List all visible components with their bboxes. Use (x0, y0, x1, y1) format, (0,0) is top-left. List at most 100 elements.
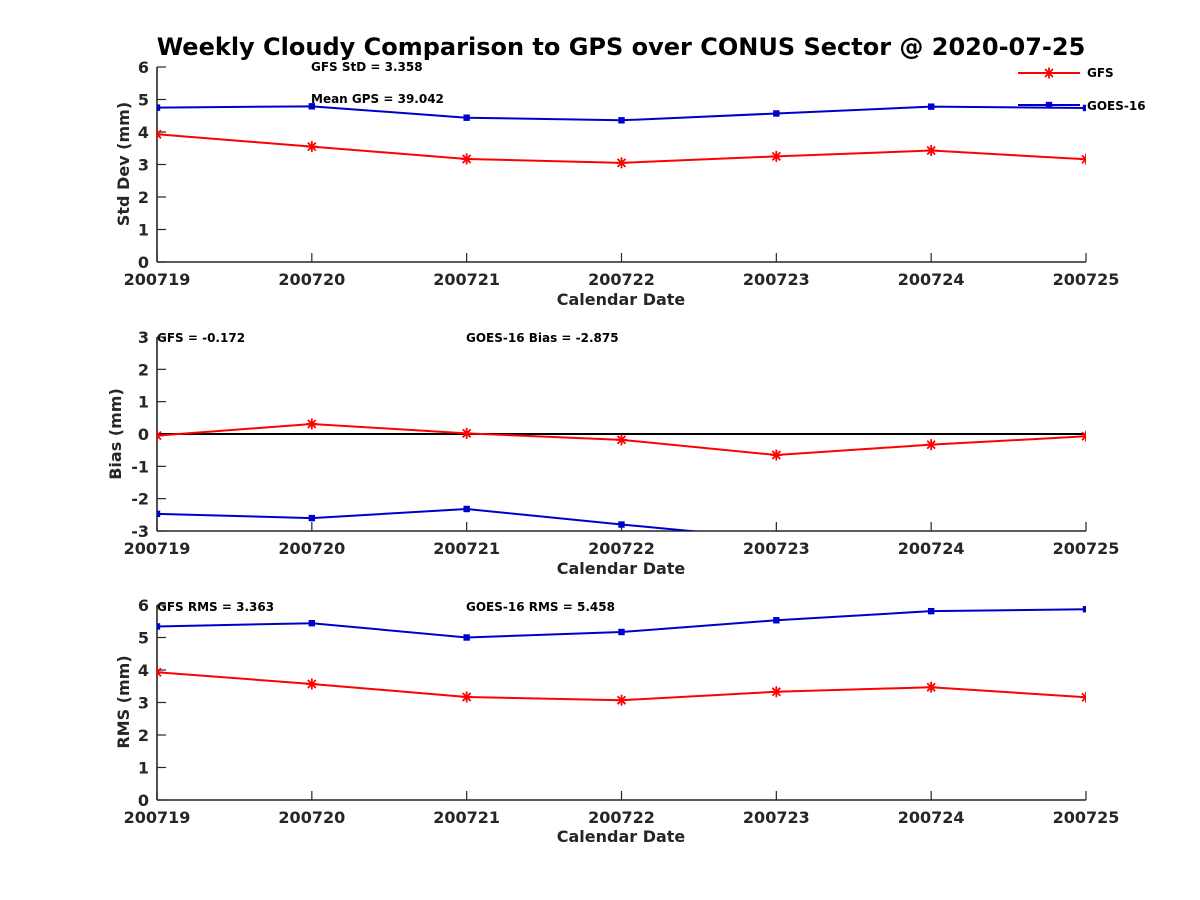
rms-panel: GFS RMS = 3.363 GOES-16 RMS = 5.458 RMS … (114, 596, 1119, 846)
data-point-gfs (1080, 430, 1086, 442)
y-tick-label: 1 (138, 393, 149, 412)
x-tick-label: 200719 (124, 539, 191, 558)
x-tick-label: 200720 (278, 270, 345, 289)
x-tick-label: 200724 (898, 539, 965, 558)
y-tick-label: 2 (138, 360, 149, 379)
x-tick-label: 200725 (1053, 808, 1120, 827)
gfs-bias-annotation: GFS = -0.172 (157, 331, 245, 345)
data-point-gfs-stroke-3 (926, 682, 936, 692)
data-point-gfs-stroke-3 (307, 419, 317, 429)
x-tick-label: 200723 (743, 270, 810, 289)
data-point-gfs (1080, 153, 1086, 165)
x-tick-label: 200722 (588, 808, 655, 827)
data-point-gfs (306, 678, 318, 690)
x-tick-label: 200725 (1053, 270, 1120, 289)
data-point-gfs-stroke-3 (926, 145, 936, 156)
goes16-bias-annotation: GOES-16 Bias = -2.875 (466, 331, 619, 345)
data-point-goes16 (463, 505, 470, 513)
data-point-gfs-stroke-3 (462, 692, 472, 702)
y-tick-label: 3 (138, 328, 149, 347)
y-tick-label: 1 (138, 221, 149, 240)
data-point-gfs (616, 694, 627, 706)
legend-marker-gfs (1043, 67, 1055, 79)
data-point-gfs (925, 681, 937, 693)
chart-title: Weekly Cloudy Comparison to GPS over CON… (157, 33, 1086, 61)
x-axis-label: Calendar Date (557, 827, 686, 846)
y-tick-label: -3 (131, 522, 149, 541)
data-point-gfs (616, 434, 627, 446)
data-point-gfs (306, 418, 318, 430)
data-point-gfs (461, 691, 473, 703)
data-point-gfs (770, 449, 782, 461)
y-tick-label: 6 (138, 58, 149, 77)
x-tick-label: 200719 (124, 270, 191, 289)
data-point-goes16 (157, 104, 161, 111)
mean-gps-annotation: Mean GPS = 39.042 (311, 92, 444, 106)
y-tick-label: 1 (138, 759, 149, 778)
data-point-gfs (461, 153, 473, 165)
data-point-gfs-stroke-3 (616, 435, 627, 445)
x-tick-label: 200722 (588, 539, 655, 558)
data-point-goes16 (157, 510, 161, 518)
x-tick-label: 200721 (433, 539, 500, 558)
x-tick-label: 200723 (743, 808, 810, 827)
y-axis-label: RMS (mm) (114, 655, 133, 748)
y-tick-label: 4 (138, 661, 149, 680)
gfs-std-annotation: GFS StD = 3.358 (311, 60, 423, 74)
data-point-gfs-stroke-3 (307, 142, 317, 152)
y-tick-label: 3 (138, 694, 149, 713)
data-point-gfs-stroke-3 (157, 431, 162, 437)
data-point-goes16 (308, 514, 316, 522)
data-point-gfs (306, 141, 318, 153)
data-point-goes16 (773, 110, 780, 117)
data-point-gfs-stroke-3 (616, 695, 627, 705)
y-tick-label: 0 (138, 253, 149, 272)
data-point-gfs-stroke-2 (157, 434, 162, 441)
data-point-gfs (157, 128, 163, 140)
x-tick-label: 200722 (588, 270, 655, 289)
data-point-gfs (1080, 691, 1086, 703)
data-point-gfs-stroke-2 (1081, 431, 1086, 438)
x-tick-label: 200721 (433, 808, 500, 827)
data-point-gfs-stroke-2 (1081, 692, 1086, 699)
y-tick-label: -1 (131, 457, 149, 476)
data-point-goes16 (157, 623, 161, 630)
data-point-gfs-stroke-3 (1081, 696, 1086, 702)
plot-area (157, 418, 1086, 531)
data-point-gfs-stroke-3 (1081, 434, 1086, 441)
y-axis-label: Std Dev (mm) (114, 102, 133, 226)
data-point-gfs-stroke-3 (157, 129, 162, 136)
y-tick-label: 5 (138, 91, 149, 110)
legend-label-goes16: GOES-16 (1087, 99, 1146, 113)
data-point-gfs-stroke-2 (1081, 154, 1086, 161)
x-axis-label: Calendar Date (557, 290, 686, 309)
y-axis-label: Bias (mm) (106, 388, 125, 480)
data-point-gfs-stroke-3 (926, 440, 936, 450)
data-point-gfs-stroke-3 (157, 667, 162, 674)
data-point-goes16 (308, 103, 316, 110)
y-tick-label: 0 (138, 791, 149, 810)
goes16-rms-annotation: GOES-16 RMS = 5.458 (466, 600, 615, 614)
data-point-goes16 (308, 620, 316, 627)
y-tick-label: 6 (138, 596, 149, 615)
y-tick-label: 2 (138, 726, 149, 745)
data-point-gfs-stroke-3 (771, 450, 781, 460)
bias-panel: GFS = -0.172 GOES-16 Bias = -2.875 Bias … (106, 328, 1119, 578)
data-point-gfs (925, 145, 937, 157)
legend: GFS GOES-16 (1018, 66, 1146, 113)
data-point-gfs (616, 157, 627, 169)
data-point-goes16 (463, 634, 470, 641)
data-point-goes16 (463, 114, 470, 121)
data-point-gfs (770, 150, 782, 162)
legend-star-marker (1043, 67, 1055, 79)
data-point-gfs-stroke-3 (462, 154, 472, 164)
x-tick-label: 200720 (278, 808, 345, 827)
y-tick-label: 2 (138, 188, 149, 207)
y-tick-label: -2 (131, 490, 149, 509)
data-point-gfs-stroke-2 (157, 671, 162, 677)
data-point-goes16 (618, 628, 625, 636)
std-dev-panel: GFS StD = 3.358 Mean GPS = 39.042 Std De… (114, 58, 1119, 309)
data-point-gfs-stroke-3 (771, 687, 781, 697)
x-tick-label: 200725 (1053, 539, 1120, 558)
